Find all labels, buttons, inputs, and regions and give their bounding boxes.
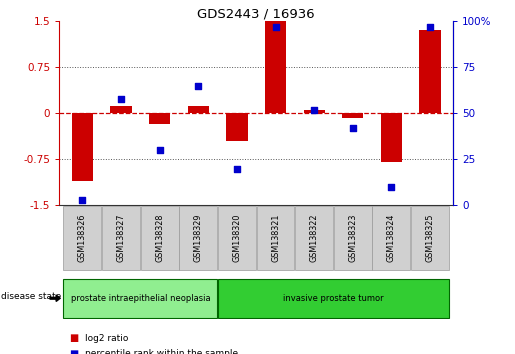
Title: GDS2443 / 16936: GDS2443 / 16936 — [197, 7, 315, 20]
Bar — [372, 206, 410, 270]
Point — [310, 107, 318, 113]
Point — [349, 125, 357, 131]
Text: percentile rank within the sample: percentile rank within the sample — [85, 349, 238, 354]
Text: prostate intraepithelial neoplasia: prostate intraepithelial neoplasia — [71, 294, 210, 303]
Bar — [303, 110, 325, 113]
Text: GSM138323: GSM138323 — [348, 214, 357, 262]
Bar — [295, 206, 333, 270]
Point — [233, 166, 241, 171]
Bar — [265, 21, 286, 113]
Point — [156, 147, 164, 153]
Text: log2 ratio: log2 ratio — [85, 333, 128, 343]
Point — [387, 184, 396, 190]
Point — [78, 197, 87, 202]
Text: GSM138320: GSM138320 — [232, 214, 242, 262]
Bar — [72, 113, 93, 181]
Point — [117, 96, 125, 101]
Bar — [381, 113, 402, 162]
Point — [194, 83, 202, 88]
Bar — [187, 106, 209, 113]
Bar — [226, 113, 248, 141]
Bar — [411, 206, 449, 270]
Text: GSM138328: GSM138328 — [155, 214, 164, 262]
Text: GSM138325: GSM138325 — [425, 214, 435, 262]
Text: GSM138322: GSM138322 — [310, 214, 319, 262]
Point — [271, 24, 280, 30]
Bar — [419, 30, 441, 113]
Bar — [256, 206, 295, 270]
Text: disease state: disease state — [1, 292, 61, 301]
Text: GSM138324: GSM138324 — [387, 214, 396, 262]
Text: GSM138321: GSM138321 — [271, 214, 280, 262]
Bar — [102, 206, 140, 270]
Bar — [63, 206, 101, 270]
Text: GSM138326: GSM138326 — [78, 214, 87, 262]
Bar — [110, 106, 132, 113]
Bar — [179, 206, 217, 270]
Text: GSM138329: GSM138329 — [194, 214, 203, 262]
Text: ■: ■ — [70, 333, 79, 343]
Text: ■: ■ — [70, 349, 79, 354]
Bar — [141, 206, 179, 270]
Bar — [342, 113, 364, 118]
Point — [426, 24, 434, 30]
Bar — [217, 279, 449, 318]
Bar — [63, 279, 217, 318]
Bar — [218, 206, 256, 270]
Text: GSM138327: GSM138327 — [116, 214, 126, 262]
Bar — [149, 113, 170, 124]
Text: invasive prostate tumor: invasive prostate tumor — [283, 294, 384, 303]
Bar — [334, 206, 372, 270]
